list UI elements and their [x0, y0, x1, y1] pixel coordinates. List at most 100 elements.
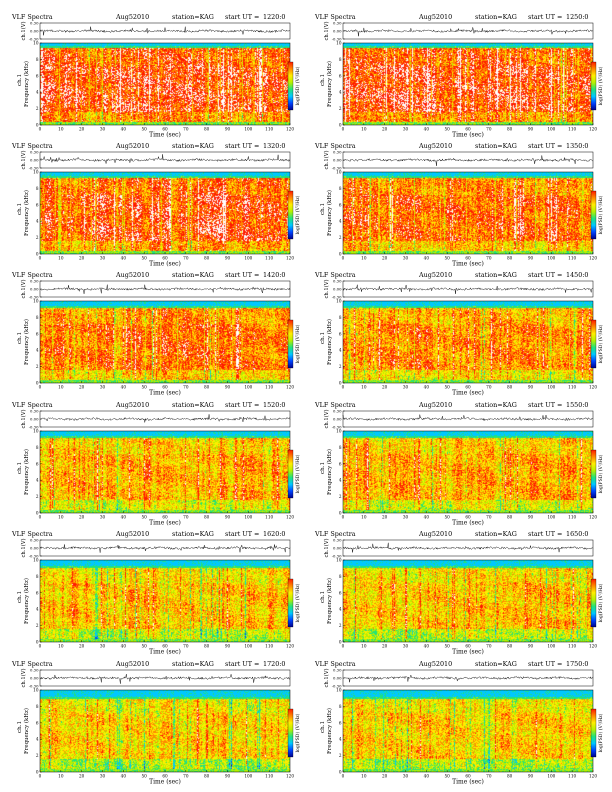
x-tick-label: 40: [424, 255, 430, 260]
waveform-trace: [39, 154, 291, 164]
x-tick-label: 100: [547, 126, 555, 131]
waveform-ytick-label: -0.30: [29, 294, 39, 299]
x-tick-label: 100: [244, 255, 252, 260]
x-tick-label: 10: [58, 643, 64, 648]
x-tick-label: 10: [361, 255, 367, 260]
y-tick-label: 6: [339, 331, 342, 336]
x-tick-label: 70: [183, 126, 189, 131]
waveform-ytick-label: 0.00: [333, 416, 342, 421]
y-tick-label: 0: [339, 640, 342, 645]
colorbar-label: log(PSD) (V²/Hz): [294, 583, 301, 622]
spectrogram-image: [343, 560, 593, 642]
y-tick-label: 6: [339, 73, 342, 78]
panel-start-time: 1250:0: [566, 13, 588, 21]
waveform-ytick-label: 0.30: [333, 408, 342, 413]
waveform-ytick-label: 0.00: [30, 286, 39, 291]
x-tick-label: 20: [382, 773, 388, 778]
y-tick-label: 0: [36, 381, 39, 386]
spectrogram-panel: VLF Spectra Aug52010 station=KAG start UT =…: [307, 657, 607, 785]
x-tick-label: 10: [361, 384, 367, 389]
x-tick-label: 10: [58, 384, 64, 389]
y-tick-label: 6: [339, 590, 342, 595]
x-tick-label: 50: [141, 643, 147, 648]
spectrogram-image: [343, 431, 593, 513]
x-tick-label: 100: [244, 514, 252, 519]
panel-station: station=KAG: [172, 13, 214, 21]
waveform-frame: [39, 151, 291, 169]
x-tick-label: 110: [265, 643, 273, 648]
waveform-ytick-label: 0.00: [30, 416, 39, 421]
x-tick-label: 90: [528, 126, 534, 131]
y-axis-label: Frequency (kHz): [23, 61, 30, 107]
x-tick-label: 50: [141, 773, 147, 778]
y-tick-label: 0: [339, 381, 342, 386]
spectrogram-image: [343, 172, 593, 254]
y-tick-label: 2: [36, 753, 39, 758]
x-tick-label: 110: [568, 643, 576, 648]
panel-start-time: 1620:0: [263, 530, 285, 538]
x-tick-label: 110: [265, 514, 273, 519]
x-tick-label: 110: [265, 384, 273, 389]
waveform-ylabel: ch.1(V): [323, 151, 330, 170]
x-tick-label: 30: [403, 773, 409, 778]
x-tick-label: 90: [528, 773, 534, 778]
y-tick-label: 10: [336, 299, 342, 304]
spectrogram-panel: VLF Spectra Aug52010 station=KAG start UT =…: [307, 10, 607, 138]
panel-start-time: 1420:0: [263, 271, 285, 279]
y-tick-label: 0: [339, 252, 342, 257]
waveform-ytick-label: 0.30: [333, 278, 342, 283]
y-tick-label: 6: [36, 461, 39, 466]
panel-date: Aug52010: [418, 530, 452, 538]
x-tick-label: 30: [403, 514, 409, 519]
colorbar: [590, 708, 597, 758]
x-tick-label: 70: [486, 126, 492, 131]
y-tick-label: 6: [339, 720, 342, 725]
x-tick-label: 100: [547, 384, 555, 389]
panel-title: VLF Spectra: [11, 13, 53, 21]
x-tick-label: 30: [100, 643, 106, 648]
panel-start-label: start UT =: [225, 142, 259, 150]
y-tick-label: 0: [36, 252, 39, 257]
x-tick-label: 120: [286, 255, 294, 260]
spectrogram-image: [40, 690, 290, 772]
x-tick-label: 90: [225, 643, 231, 648]
x-tick-label: 90: [225, 384, 231, 389]
y-tick-label: 10: [33, 41, 39, 46]
x-tick-label: 50: [141, 255, 147, 260]
y-tick-label: 8: [36, 704, 39, 709]
waveform-ylabel: ch.1(V): [20, 280, 27, 299]
x-tick-label: 40: [121, 514, 127, 519]
x-tick-label: 60: [162, 643, 168, 648]
colorbar-label: log(PSD) (V²/Hz): [597, 324, 604, 363]
y-tick-label: 6: [339, 461, 342, 466]
spectrogram-panel: VLF Spectra Aug52010 station=KAG start UT =…: [307, 139, 607, 267]
y-tick-label: 2: [339, 235, 342, 240]
y-tick-label: 0: [36, 511, 39, 516]
x-tick-label: 120: [286, 126, 294, 131]
waveform-trace: [342, 414, 594, 422]
y-tick-label: 4: [36, 737, 39, 742]
x-tick-label: 30: [100, 514, 106, 519]
x-tick-label: 100: [547, 514, 555, 519]
waveform-ytick-label: -0.30: [332, 553, 342, 558]
x-tick-label: 50: [444, 126, 450, 131]
x-tick-label: 60: [162, 384, 168, 389]
y-tick-label: 10: [33, 170, 39, 175]
panel-date: Aug52010: [418, 660, 452, 668]
panel-start-time: 1650:0: [566, 530, 588, 538]
colorbar: [287, 449, 294, 499]
y-tick-label: 2: [36, 364, 39, 369]
waveform-ytick-label: -0.30: [332, 36, 342, 41]
colorbar-label: log(PSD) (V²/Hz): [294, 324, 301, 363]
waveform-trace: [342, 674, 594, 683]
y-tick-label: 8: [36, 445, 39, 450]
x-tick-label: 80: [204, 643, 210, 648]
spectrogram-image: [343, 690, 593, 772]
y-tick-label: 2: [339, 494, 342, 499]
waveform-ytick-label: -0.30: [29, 683, 39, 688]
waveform-ytick-label: -0.30: [29, 165, 39, 170]
colorbar-label: log(PSD) (V²/Hz): [294, 66, 301, 105]
colorbar-label: log(PSD) (V²/Hz): [294, 713, 301, 752]
y-tick-label: 8: [339, 445, 342, 450]
